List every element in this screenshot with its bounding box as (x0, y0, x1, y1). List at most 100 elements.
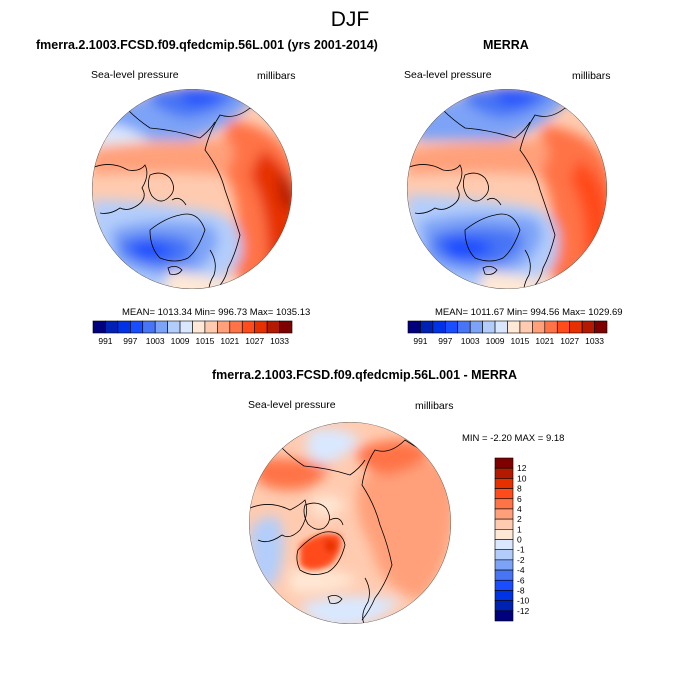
map-2-europe-light (475, 270, 555, 289)
colorbar-tick-label: 1027 (560, 336, 579, 346)
colorbar-box (105, 320, 119, 334)
map-3-coastlines (249, 431, 443, 624)
map-3-coast-scandinavia (362, 577, 370, 624)
colorbar-box (229, 320, 243, 334)
figure-title: DJF (330, 8, 370, 31)
colorbar-box (254, 320, 268, 334)
map-1-coast-greenland (149, 213, 206, 262)
map-1-siberian-high-core (278, 170, 292, 212)
colorbar-box (457, 320, 471, 334)
panel-2-title: MERRA (483, 38, 529, 52)
panel-2-stats: MEAN= 1011.67 Min= 994.56 Max= 1029.69 (435, 307, 623, 318)
colorbar-tick-label: 1033 (270, 336, 289, 346)
colorbar-box (556, 320, 570, 334)
colorbar-tick-label: 991 (413, 336, 427, 346)
colorbar-tick-label: 1009 (171, 336, 190, 346)
map-3-coast-north-america (249, 499, 308, 543)
map-3-coast-eurasia (361, 439, 443, 621)
colorbar-box (469, 320, 483, 334)
colorbar-box (569, 320, 583, 334)
colorbar-box (507, 320, 521, 334)
colorbar-tick-label: -12 (517, 606, 530, 616)
colorbar-1: 991 997 1003 1009 1015 1021 1027 1033 (92, 320, 293, 346)
colorbar-tick-label: 10 (517, 473, 527, 483)
colorbar-box (494, 498, 514, 510)
colorbar-box (179, 320, 193, 334)
map-3-europe-negative (300, 596, 400, 624)
colorbar-box (407, 320, 421, 334)
colorbar-box (494, 518, 514, 530)
colorbar-box (241, 320, 255, 334)
map-3-alaska-positive (355, 440, 430, 475)
colorbar-tick-label: 1003 (146, 336, 165, 346)
colorbar-tick-label: 1021 (535, 336, 554, 346)
map-2-coast-north-america (407, 164, 463, 214)
colorbar-box (266, 320, 280, 334)
colorbar-tick-label: 1027 (245, 336, 264, 346)
map-1-coast-iceland (167, 266, 183, 275)
map-3-coast-arctic-archipelago (303, 502, 344, 530)
colorbar-box (594, 320, 608, 334)
map-3-central-neutral (310, 496, 345, 517)
colorbar-tick-label: 997 (438, 336, 452, 346)
map-1-icelandic-low-core (130, 242, 175, 259)
colorbar-tick-label: 991 (98, 336, 112, 346)
colorbar-box (142, 320, 156, 334)
colorbar-box (532, 320, 546, 334)
colorbar-box (420, 320, 434, 334)
colorbar-box (494, 590, 514, 601)
map-2-coast-arctic-archipelago (463, 172, 502, 206)
map-3-greenland-core (325, 539, 337, 553)
map-1-aleutian-low-core (175, 89, 225, 105)
map-2-coast-eurasia (519, 107, 606, 289)
colorbar-box (494, 549, 514, 561)
colorbar-tick-label: 1033 (585, 336, 604, 346)
colorbar-box (494, 457, 514, 469)
colorbar-tick-label: -1 (517, 545, 525, 555)
colorbar-tick-label: 6 (517, 494, 522, 504)
colorbar-box (167, 320, 181, 334)
map-3-pacific-negative (306, 428, 360, 465)
colorbar-box (494, 467, 514, 479)
map-1-coast-scandinavia (208, 249, 216, 289)
colorbar-box (544, 320, 558, 334)
map-1-coast-eurasia (204, 107, 291, 289)
colorbar-tick-label: 8 (517, 484, 522, 494)
colorbar-tick-label: -10 (517, 596, 530, 606)
colorbar-box (192, 320, 206, 334)
colorbar-2: 991 997 1003 1009 1015 1021 1027 1033 (407, 320, 608, 346)
colorbar-tick-label: 997 (123, 336, 137, 346)
colorbar-tick-label: 1021 (220, 336, 239, 346)
map-2-coast-greenland (464, 213, 521, 262)
map-panel-2 (407, 89, 607, 289)
map-2-aleutian-low-core (490, 89, 540, 105)
map-3-coast-iceland (327, 595, 343, 604)
map-2-arctic-ridge (407, 140, 549, 175)
panel-3-units-label: millibars (415, 400, 454, 412)
colorbar-tick-label: 12 (517, 463, 527, 473)
colorbar-tick-label: -2 (517, 555, 525, 565)
panel-1-units-label: millibars (257, 70, 296, 82)
colorbar-tick-label: 1015 (195, 336, 214, 346)
colorbar-box (494, 488, 514, 500)
colorbar-box (494, 529, 514, 540)
colorbar-tick-label: 4 (517, 504, 522, 514)
map-1-europe-light (160, 270, 240, 289)
colorbar-box (494, 610, 514, 622)
colorbar-box (494, 569, 514, 581)
map-3-south-neutral (290, 568, 360, 593)
colorbar-box (494, 478, 514, 489)
map-2-coastlines (407, 91, 606, 289)
map-panel-3 (249, 422, 451, 624)
colorbar-box (494, 508, 514, 520)
map-1-coast-arctic-archipelago (148, 172, 187, 206)
colorbar-box (494, 579, 514, 591)
colorbar-box (92, 320, 106, 334)
colorbar-tick-label: -8 (517, 585, 525, 595)
panel-1-stats: MEAN= 1013.34 Min= 996.73 Max= 1035.13 (122, 307, 311, 318)
colorbar-tick-label: 1009 (486, 336, 505, 346)
colorbar-box (432, 320, 446, 334)
colorbar-box (494, 600, 514, 612)
